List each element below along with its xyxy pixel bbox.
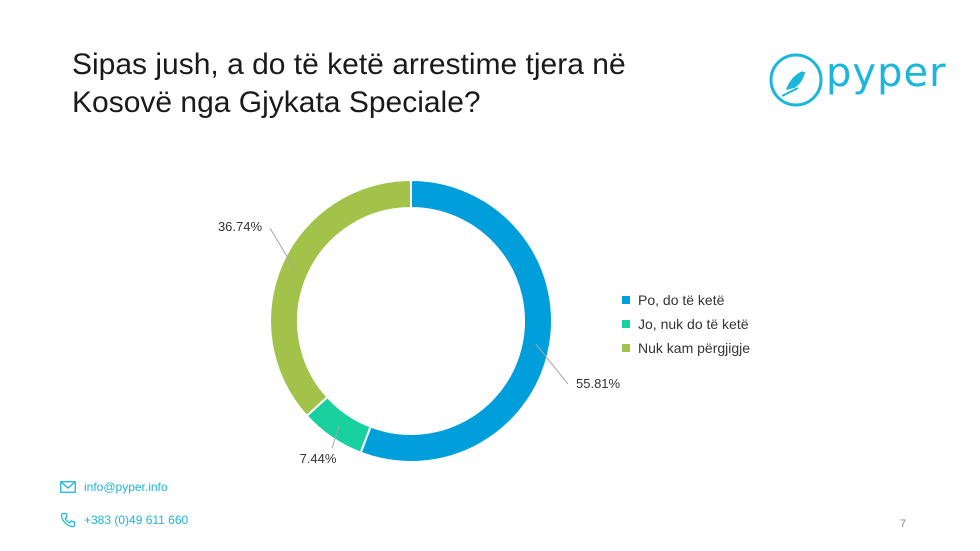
legend-label: Jo, nuk do të ketë: [638, 316, 749, 332]
legend-item: Jo, nuk do të ketë: [622, 312, 750, 336]
chart-legend: Po, do të ketë Jo, nuk do të ketë Nuk ka…: [622, 288, 750, 360]
phone-number: +383 (0)49 611 660: [84, 513, 189, 527]
logo-text: pyper: [826, 50, 947, 96]
phone-icon: [60, 512, 76, 528]
legend-label: Po, do të ketë: [638, 292, 725, 308]
legend-item: Nuk kam përgjigje: [622, 336, 750, 360]
bird-icon: [769, 53, 823, 107]
legend-swatch: [622, 344, 630, 352]
footer-phone: +383 (0)49 611 660: [60, 512, 188, 528]
data-label: 7.44%: [300, 451, 337, 466]
slide-title: Sipas jush, a do të ketë arrestime tjera…: [72, 48, 626, 119]
legend-swatch: [622, 296, 630, 304]
leader-line: [535, 343, 569, 385]
email-link[interactable]: info@pyper.info: [84, 480, 168, 494]
page-number: 7: [900, 518, 907, 530]
legend-label: Nuk kam përgjigje: [638, 340, 751, 356]
donut-slice: [359, 178, 553, 463]
leader-line: [331, 425, 340, 449]
leader-line: [269, 227, 296, 270]
envelope-icon: [60, 481, 76, 493]
data-label: 55.81%: [576, 376, 621, 391]
legend-swatch: [622, 320, 630, 328]
data-label: 36.74%: [218, 219, 263, 234]
legend-item: Po, do të ketë: [622, 288, 750, 312]
footer-email[interactable]: info@pyper.info: [60, 480, 168, 494]
donut-slice: [269, 178, 412, 418]
